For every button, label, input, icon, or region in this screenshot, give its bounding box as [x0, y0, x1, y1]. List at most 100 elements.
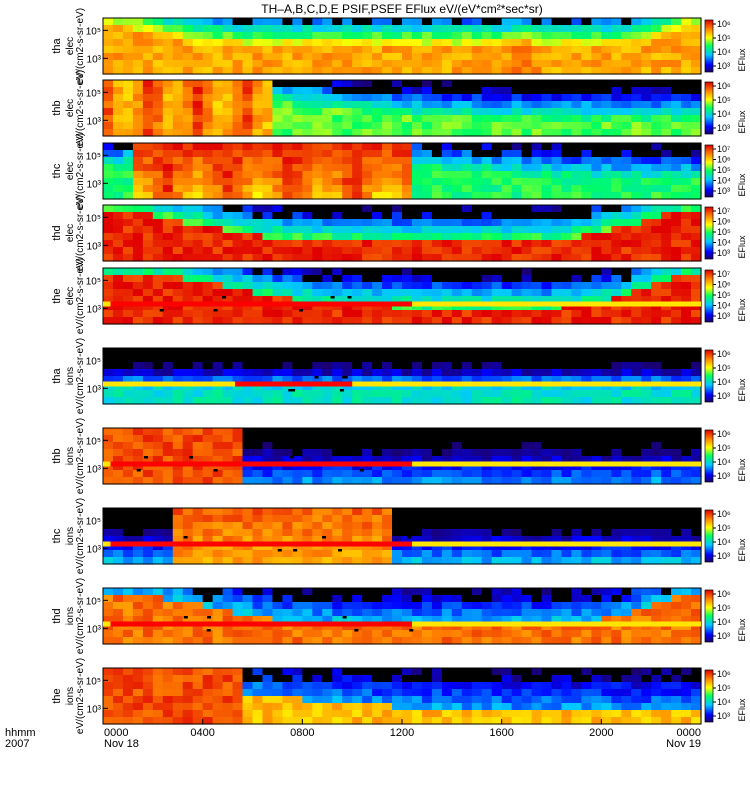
- spectrogram-cell: [581, 696, 592, 704]
- spectrogram-cell: [252, 233, 264, 241]
- spectrogram-cell: [511, 212, 523, 220]
- spectrogram-cell: [122, 456, 134, 464]
- spectrogram-cell: [392, 623, 403, 631]
- spectrogram-cell: [322, 171, 333, 179]
- spectrogram-cell: [192, 383, 204, 391]
- spectrogram-cell: [122, 87, 134, 95]
- spectrogram-cell: [531, 282, 543, 290]
- spectrogram-cell: [103, 442, 114, 450]
- spectrogram-cell: [232, 282, 244, 290]
- spectrogram-cell: [631, 212, 642, 220]
- spectrogram-cell: [392, 595, 403, 603]
- spectrogram-cell: [581, 616, 592, 624]
- spectrogram-cell: [421, 254, 433, 262]
- spectrogram-cell: [671, 310, 682, 318]
- spectrogram-cell: [631, 630, 642, 638]
- spectrogram-cell: [531, 25, 543, 33]
- spectrogram-cell: [511, 543, 523, 551]
- spectrogram-cell: [142, 143, 154, 151]
- spectrogram-cell: [591, 226, 602, 234]
- spectrogram-cell: [122, 150, 134, 158]
- spectrogram-cell: [581, 428, 592, 436]
- spectrogram-cell: [521, 25, 533, 33]
- spectrogram-cell: [172, 515, 184, 523]
- spectrogram-cell: [541, 557, 553, 565]
- spectrogram-cell: [372, 529, 383, 537]
- spectrogram-cell: [461, 212, 473, 220]
- spectrogram-cell: [691, 219, 702, 227]
- spectrogram-cell: [122, 192, 134, 200]
- spectrogram-cell: [162, 689, 174, 697]
- spectrogram-cell: [621, 18, 632, 26]
- spectrogram-cell: [571, 80, 582, 88]
- spectrogram-cell: [122, 355, 134, 363]
- spectrogram-cell: [252, 115, 264, 123]
- spectrogram-cell: [222, 456, 234, 464]
- spectrogram-cell: [142, 178, 154, 186]
- spectrogram-cell: [421, 383, 433, 391]
- spectrogram-cell: [302, 310, 313, 318]
- spectrogram-cell: [541, 192, 553, 200]
- spectrogram-cell: [511, 67, 523, 75]
- spectrogram-cell: [541, 355, 553, 363]
- spectrogram-cell: [362, 529, 373, 537]
- spectrogram-cell: [312, 317, 323, 325]
- spectrogram-cell: [392, 609, 403, 617]
- spectrogram-cell: [661, 310, 672, 318]
- spectrogram-cell: [142, 39, 154, 47]
- spectrogram-cell: [142, 115, 154, 123]
- spectrogram-cell: [312, 108, 323, 116]
- spectrogram-cell: [212, 703, 224, 711]
- spectrogram-cell: [382, 87, 393, 95]
- spectrogram-cell: [541, 275, 553, 283]
- spectrogram-cell: [152, 303, 164, 311]
- spectrogram-cell: [142, 630, 154, 638]
- probe-label: thb: [51, 100, 63, 115]
- spectrogram-cell: [132, 515, 144, 523]
- spectrogram-cell: [691, 668, 702, 676]
- spectrogram-cell: [551, 303, 563, 311]
- spectrogram-cell: [132, 362, 144, 370]
- spectrogram-cell: [372, 39, 383, 47]
- spectrogram-cell: [182, 376, 194, 384]
- spectrogram-cell: [262, 355, 274, 363]
- spectrogram-cell: [481, 616, 493, 624]
- spectrogram-cell: [461, 397, 473, 405]
- spectrogram-cell: [481, 53, 493, 61]
- spectrogram-cell: [651, 53, 662, 61]
- spectrogram-cell: [471, 164, 483, 172]
- spectrogram-cell: [202, 710, 214, 718]
- spectrogram-cell: [402, 185, 413, 193]
- spectrogram-cell: [202, 108, 214, 116]
- spectrogram-cell: [132, 449, 144, 457]
- spectrogram-cell: [511, 87, 523, 95]
- spectrogram-cell: [551, 369, 563, 377]
- spectrogram-cell: [421, 637, 433, 645]
- spectrogram-cell: [352, 247, 363, 255]
- spectrogram-cell: [232, 477, 244, 485]
- spectrogram-cell: [521, 529, 533, 537]
- spectrogram-cell: [441, 129, 453, 137]
- spectrogram-cell: [292, 383, 303, 391]
- spectrogram-cell: [421, 60, 433, 68]
- spectrogram-cell: [521, 233, 533, 241]
- spectrogram-cell: [172, 463, 184, 471]
- spectrogram-cell: [282, 508, 293, 516]
- spectrogram-cell: [242, 282, 254, 290]
- spectrogram-cell: [431, 717, 443, 725]
- spectrogram-cell: [202, 595, 214, 603]
- spectrogram-cell: [202, 25, 214, 33]
- spectrogram-cell: [691, 233, 702, 241]
- spectrogram-cell: [122, 317, 134, 325]
- spectrogram-cell: [272, 254, 283, 262]
- spectrogram-cell: [531, 508, 543, 516]
- spectrogram-cell: [172, 150, 184, 158]
- spectrogram-cell: [411, 689, 423, 697]
- spectrogram-cell: [561, 595, 573, 603]
- spectrogram-cell: [232, 397, 244, 405]
- spectrogram-cell: [392, 317, 403, 325]
- spectrogram-cell: [112, 268, 124, 276]
- spectrogram-cell: [312, 268, 323, 276]
- spectrogram-cell: [352, 348, 363, 356]
- spectrogram-cell: [362, 717, 373, 725]
